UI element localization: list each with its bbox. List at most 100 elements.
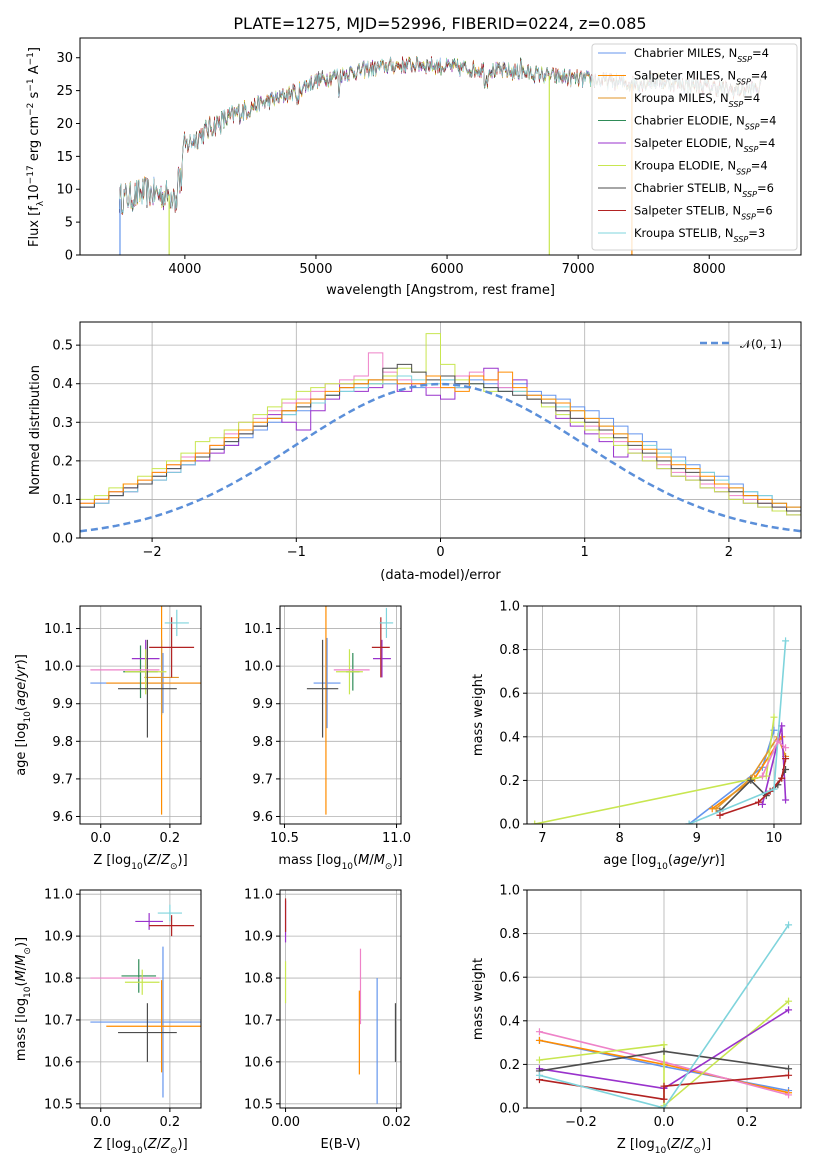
- weight-marker: [770, 713, 778, 721]
- y-tick-label: 9.8: [52, 735, 73, 750]
- y-tick-label: 0.2: [499, 774, 520, 789]
- x-tick-label: 11.0: [382, 831, 411, 846]
- x-tick-label: 4000: [168, 262, 201, 277]
- panel-mass_weight_vs_age: 7 8 9 10 0.0 0.2 0.4 0.6 0.8 1.0 age [log10(age/yr…: [471, 600, 802, 872]
- weight-marker: [782, 744, 790, 752]
- weight-line-kroupa_stelib: [539, 924, 790, 1108]
- plot-area: [306, 606, 394, 815]
- weight-marker: [685, 820, 693, 824]
- legend-entry: Salpeter MILES, NSSP=4: [634, 69, 768, 87]
- weight-line-salpeter_stelib: [539, 1074, 789, 1101]
- y-tick-label: 10.7: [44, 1013, 73, 1028]
- weight-marker: [716, 811, 724, 819]
- weight-marker: [755, 798, 763, 806]
- y-tick-label: 10.0: [244, 660, 273, 675]
- plot-area: [535, 921, 793, 1108]
- y-tick-label: 0.8: [499, 643, 520, 658]
- weight-marker: [758, 772, 766, 780]
- x-tick-label: 0: [436, 545, 444, 560]
- y-tick-label: 10.1: [44, 622, 73, 637]
- weight-marker: [785, 997, 793, 1005]
- x-tick-label: 0.0: [90, 831, 111, 846]
- y-tick-label: 9.7: [52, 772, 73, 787]
- legend-entry: 𝒩(0, 1): [740, 337, 782, 351]
- weight-marker: [758, 800, 766, 808]
- y-tick-label: 10.5: [244, 1097, 273, 1112]
- x-tick-label: 0.00: [271, 1115, 300, 1130]
- plot-area: [90, 606, 201, 815]
- panels: 4000 5000 6000 7000 8000051015202530waveleng…: [14, 37, 802, 1156]
- y-axis-label: mass weight: [471, 958, 486, 1040]
- weight-marker: [660, 1095, 668, 1103]
- legend-entry: Kroupa STELIB, NSSP=3: [634, 226, 765, 244]
- histogram-salpeter_miles: [80, 371, 801, 512]
- y-tick-label: 10: [56, 183, 73, 198]
- x-axis-label: wavelength [Angstrom, rest frame]: [326, 283, 555, 298]
- legend: Chabrier MILES, NSSP=4 Salpeter MILES, NS…: [591, 43, 798, 251]
- x-tick-label: 10: [766, 831, 783, 846]
- y-tick-label: 0.2: [499, 1058, 520, 1073]
- y-tick-label: 9.8: [252, 735, 273, 750]
- y-axis-label: mass [log10(M/M⊙)]: [14, 937, 33, 1061]
- legend-entry: Kroupa MILES, NSSP=4: [634, 91, 760, 109]
- y-tick-label: 10.6: [44, 1055, 73, 1070]
- weight-marker: [785, 1006, 793, 1014]
- y-tick-label: 9.7: [252, 772, 273, 787]
- plot-area: [80, 333, 801, 533]
- x-tick-label: 8000: [693, 262, 726, 277]
- y-tick-label: 0.6: [499, 687, 520, 702]
- legend-box: [591, 43, 798, 251]
- x-tick-label: −1: [287, 545, 306, 560]
- legend-entry: Salpeter ELODIE, NSSP=4: [634, 136, 775, 154]
- axes-frame: [279, 605, 402, 825]
- x-tick-label: 0.2: [160, 1115, 181, 1130]
- legend-entry: Chabrier STELIB, NSSP=6: [634, 181, 774, 199]
- legend-entry: Chabrier ELODIE, NSSP=4: [634, 114, 776, 132]
- y-tick-label: 10.7: [244, 1013, 273, 1028]
- panel-mass_vs_Z: 0.0 0.2 10.5 10.6 10.7 10.8 10.9 11.0 Z [log10(Z…: [14, 888, 202, 1156]
- weight-marker: [535, 1056, 543, 1064]
- x-tick-label: 6000: [431, 262, 464, 277]
- x-tick-label: 0.02: [382, 1115, 411, 1130]
- weight-marker: [778, 774, 786, 782]
- weight-marker: [782, 796, 790, 804]
- panel-mass_weight_vs_Z: −0.2 0.0 0.2 0.0 0.2 0.4 0.6 0.8 1.0 Z [log10(Z/Z…: [471, 884, 802, 1156]
- x-tick-label: 0.0: [90, 1115, 111, 1130]
- y-tick-label: 0.2: [52, 454, 73, 469]
- y-tick-label: 0: [65, 249, 73, 264]
- x-axis-label: E(B-V): [320, 1137, 360, 1152]
- x-tick-label: 2: [725, 545, 733, 560]
- weight-marker: [770, 785, 778, 793]
- legend: 𝒩(0, 1): [700, 337, 782, 351]
- y-tick-label: 15: [56, 150, 73, 165]
- weight-marker: [747, 776, 755, 784]
- y-tick-label: 0.0: [499, 1102, 520, 1117]
- panel-mass_vs_ebv: 0.00 0.02 10.5 10.6 10.7 10.8 10.9 11.0 E(B-V): [244, 888, 411, 1152]
- x-tick-label: 0.2: [160, 831, 181, 846]
- plot-area: [531, 637, 790, 824]
- axes-frame: [79, 605, 202, 825]
- y-tick-label: 10.1: [244, 622, 273, 637]
- x-tick-label: 8: [615, 831, 623, 846]
- x-tick-label: 0.0: [654, 1115, 675, 1130]
- axes-frame: [79, 889, 202, 1109]
- y-tick-label: 10.0: [44, 660, 73, 675]
- axes-frame: [526, 605, 802, 825]
- legend-entry: Kroupa ELODIE, NSSP=4: [634, 159, 768, 177]
- weight-marker: [535, 1071, 543, 1079]
- x-tick-label: 9: [693, 831, 701, 846]
- y-tick-label: 1.0: [499, 884, 520, 899]
- axes-frame: [79, 37, 802, 256]
- legend-entry: Salpeter STELIB, NSSP=6: [634, 204, 773, 222]
- figure-title: PLATE=1275, MJD=52996, FIBERID=0224, z=0…: [233, 14, 646, 33]
- weight-marker: [712, 805, 720, 813]
- x-axis-label: age [log10(age/yr)]: [603, 853, 725, 872]
- axes-frame: [279, 889, 402, 1109]
- y-tick-label: 10.9: [244, 930, 273, 945]
- x-axis-label: Z [log10(Z/Z⊙)]: [93, 853, 187, 872]
- plot-area: [90, 904, 201, 1098]
- y-axis-label: age [log10(age/yr)]: [14, 654, 33, 776]
- y-tick-label: 10.6: [244, 1055, 273, 1070]
- y-tick-label: 25: [56, 84, 73, 99]
